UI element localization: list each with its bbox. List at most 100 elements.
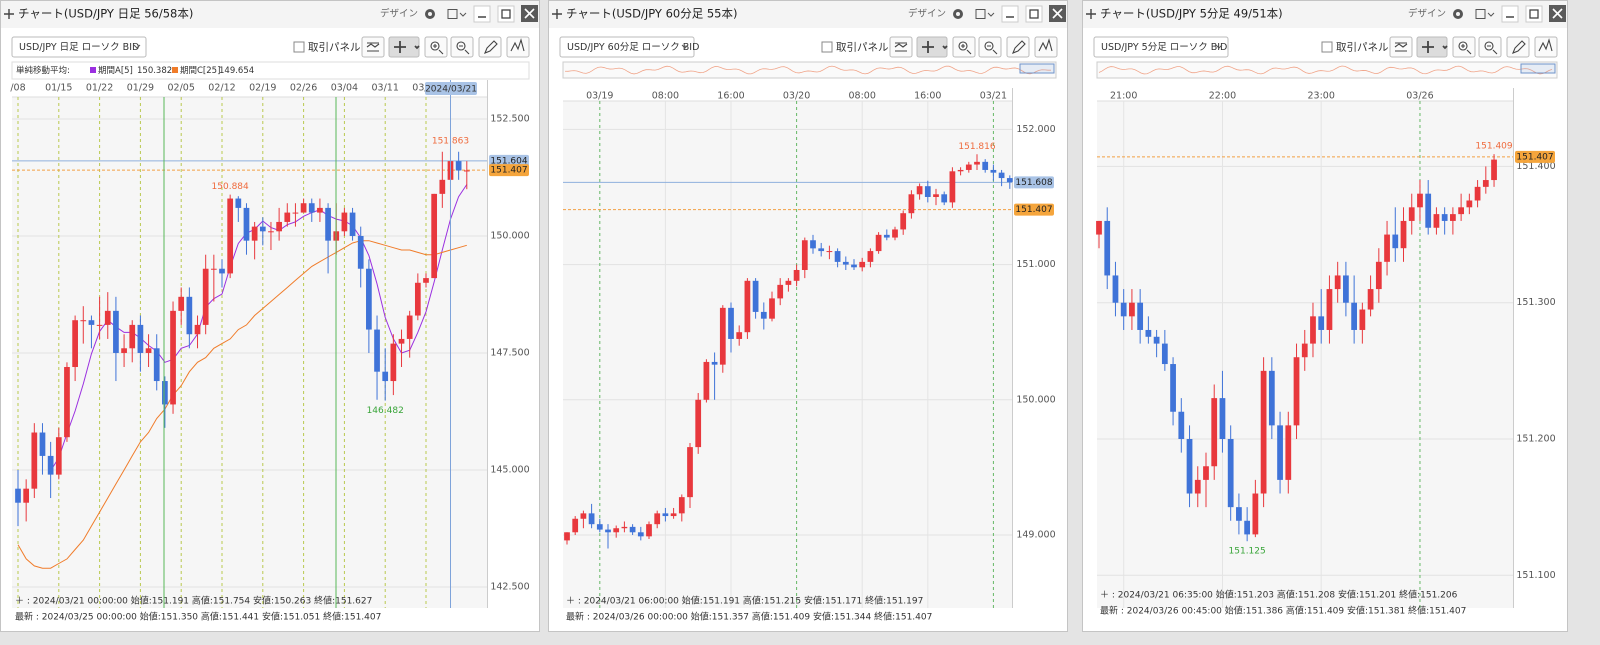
window-title: チャート(USD/JPY 日足 56/58本) bbox=[18, 7, 193, 21]
candle-body bbox=[678, 497, 685, 514]
candle-body bbox=[941, 194, 948, 203]
toolbar-glyph bbox=[1538, 38, 1553, 52]
design-button[interactable]: デザイン bbox=[1408, 8, 1446, 20]
candle-body bbox=[1120, 302, 1127, 317]
maximize-button[interactable] bbox=[497, 5, 515, 23]
toolbar-button[interactable] bbox=[978, 36, 1002, 58]
toolbar-button[interactable] bbox=[1006, 36, 1030, 58]
layout-button[interactable] bbox=[1475, 9, 1486, 19]
toolbar-button[interactable] bbox=[450, 36, 474, 58]
candle-body bbox=[1277, 425, 1283, 480]
candle-body bbox=[1285, 425, 1292, 480]
trade-panel-checkbox[interactable] bbox=[293, 41, 305, 53]
candle-body bbox=[374, 329, 380, 372]
candle-body bbox=[1236, 507, 1242, 521]
candle-body bbox=[284, 212, 291, 222]
toolbar-button[interactable] bbox=[361, 36, 385, 58]
candle-body bbox=[572, 518, 579, 533]
candle-body bbox=[55, 437, 62, 475]
legend-name: 期間A[5] bbox=[98, 66, 133, 76]
candle-body bbox=[1219, 398, 1226, 439]
toolbar-glyph bbox=[894, 42, 908, 52]
y-tick-label: 150.000 bbox=[490, 230, 529, 241]
candle-body bbox=[957, 169, 964, 172]
toolbar-glyph bbox=[430, 41, 444, 55]
last-price-label: 151.407 bbox=[1015, 205, 1052, 215]
candle-body bbox=[1178, 411, 1185, 439]
maximize-button[interactable] bbox=[1025, 5, 1043, 23]
candle-body bbox=[455, 161, 462, 171]
candle-body bbox=[1293, 357, 1300, 426]
candle-body bbox=[826, 251, 833, 253]
layout-button[interactable] bbox=[975, 9, 986, 19]
trade-panel-checkbox[interactable] bbox=[1321, 41, 1333, 53]
candle-body bbox=[1458, 207, 1465, 215]
symbol-select[interactable] bbox=[11, 36, 147, 58]
toolbar-button[interactable] bbox=[1452, 36, 1476, 58]
toolbar-button[interactable] bbox=[952, 36, 976, 58]
toolbar-button[interactable] bbox=[889, 36, 913, 58]
trade-panel-label: 取引パネル bbox=[836, 41, 889, 54]
overview-window[interactable] bbox=[1019, 63, 1055, 74]
move-icon bbox=[4, 9, 14, 19]
overlay: 2024/03/21 bbox=[163, 80, 477, 608]
toolbar-button[interactable] bbox=[478, 36, 502, 58]
candle-body bbox=[162, 381, 168, 405]
candle-body bbox=[801, 240, 808, 270]
candle-body bbox=[990, 169, 997, 173]
minimize-button[interactable] bbox=[1001, 5, 1019, 23]
trade-panel-checkbox[interactable] bbox=[821, 41, 833, 53]
overview-window[interactable] bbox=[1520, 63, 1556, 74]
settings-hole bbox=[1456, 12, 1460, 16]
maximize-glyph bbox=[501, 9, 511, 19]
candle-body bbox=[785, 280, 792, 285]
x-tick-label: 02/19 bbox=[249, 83, 276, 94]
x-tick-label: 23:00 bbox=[1308, 91, 1335, 102]
toolbar-button[interactable] bbox=[1478, 36, 1502, 58]
candle-body bbox=[818, 248, 825, 252]
candle-body bbox=[1310, 316, 1316, 344]
toolbar-glyph bbox=[1512, 40, 1526, 54]
select-chevron bbox=[1215, 44, 1223, 49]
candle-body bbox=[1227, 439, 1234, 508]
symbol-select[interactable] bbox=[1093, 36, 1229, 58]
minimize-button[interactable] bbox=[1501, 5, 1519, 23]
candle-body bbox=[613, 528, 620, 533]
layout-chevron bbox=[987, 12, 995, 17]
x-tick-label: 02/26 bbox=[290, 83, 317, 94]
toolbar-button[interactable] bbox=[1506, 36, 1530, 58]
candle-body bbox=[629, 526, 636, 533]
candle-body bbox=[1104, 220, 1111, 276]
candle-body bbox=[703, 361, 710, 400]
candle-body bbox=[892, 229, 898, 238]
layout-button[interactable] bbox=[447, 9, 458, 19]
candle-body bbox=[719, 307, 726, 365]
candle-body bbox=[859, 261, 866, 268]
toolbar-button[interactable] bbox=[424, 36, 448, 58]
legend-name: 期間C[25] bbox=[180, 66, 220, 76]
candle-body bbox=[194, 324, 201, 335]
design-button[interactable]: デザイン bbox=[380, 8, 418, 20]
close-glyph bbox=[1552, 8, 1563, 19]
symbol-select[interactable] bbox=[559, 36, 695, 58]
candle-body bbox=[687, 447, 693, 498]
legend-title: 単純移動平均: bbox=[16, 65, 70, 76]
candle-body bbox=[752, 280, 759, 312]
toolbar-glyph bbox=[484, 40, 498, 54]
candle-body bbox=[382, 371, 389, 382]
toolbar-button[interactable] bbox=[506, 36, 530, 58]
toolbar-button[interactable] bbox=[1034, 36, 1058, 58]
overview-line bbox=[1098, 65, 1553, 75]
last-price-label: 151.407 bbox=[490, 166, 527, 176]
toolbar-button[interactable] bbox=[1389, 36, 1413, 58]
candle-body bbox=[744, 280, 751, 333]
candle-body bbox=[1392, 234, 1399, 249]
candle-body bbox=[1301, 343, 1308, 358]
maximize-button[interactable] bbox=[1525, 5, 1543, 23]
toolbar-button[interactable] bbox=[1534, 36, 1558, 58]
candle-body bbox=[974, 161, 980, 165]
minimize-button[interactable] bbox=[473, 5, 491, 23]
design-button[interactable]: デザイン bbox=[908, 8, 946, 20]
toolbar-glyph bbox=[1484, 41, 1498, 55]
